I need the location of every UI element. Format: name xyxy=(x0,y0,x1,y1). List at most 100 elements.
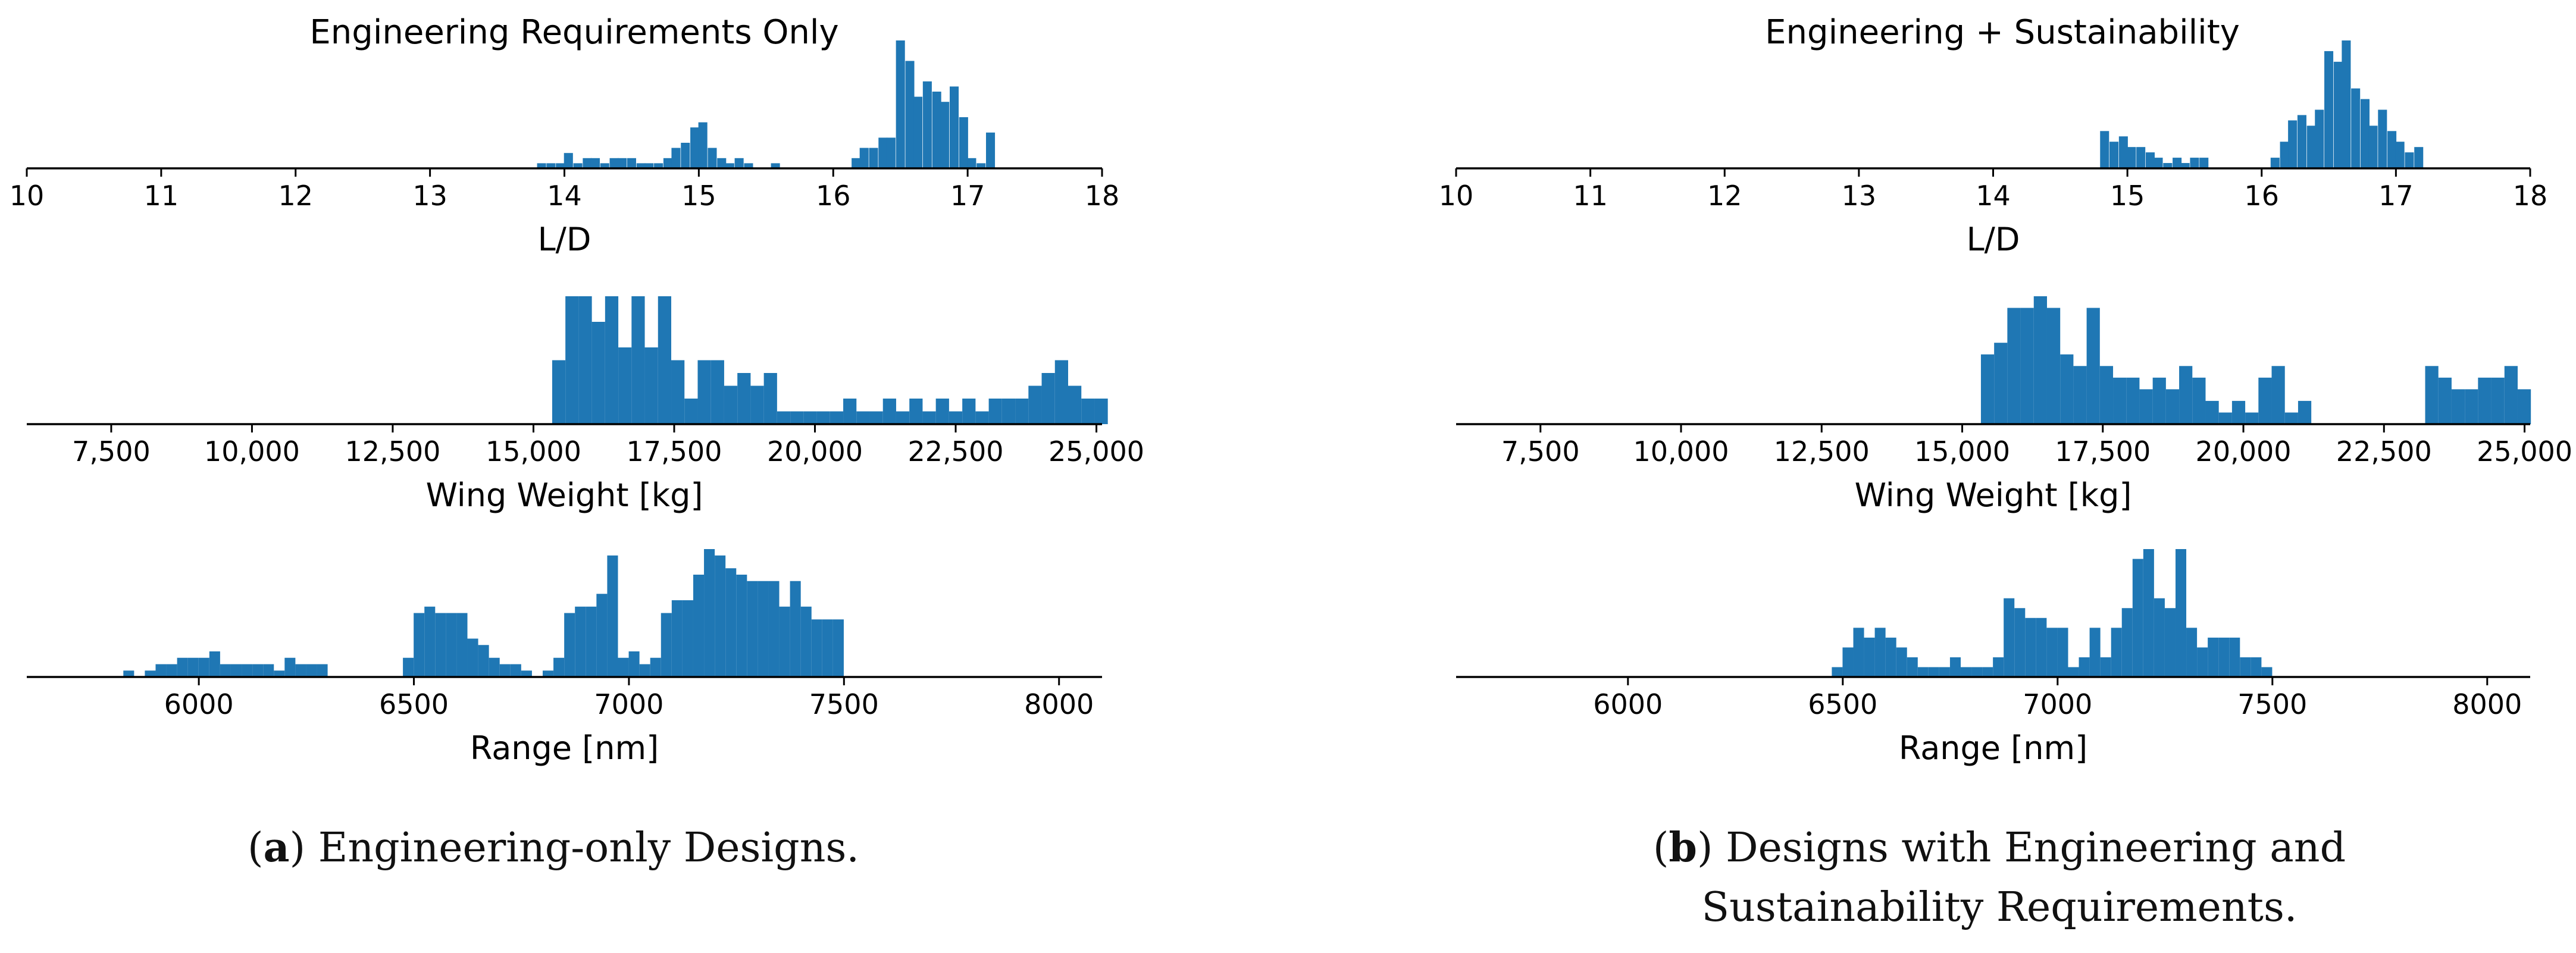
panel-b-chart-2-bar-18 xyxy=(2218,412,2232,424)
panel-a-chart-2-bar-13 xyxy=(724,385,738,424)
panel-b-chart-2-bar-27 xyxy=(2451,389,2465,424)
panel-b-chart-3-bar-28 xyxy=(2132,559,2143,677)
panel-b-chart-2-bar-23 xyxy=(2284,412,2298,424)
panel-a-chart-3-bar-20 xyxy=(424,606,436,677)
panel-b-chart-1-tick-label-3: 13 xyxy=(1842,180,1877,212)
panel-a-chart-3-bar-35 xyxy=(596,594,608,677)
panel-a-chart-1-bar-27 xyxy=(869,148,878,168)
panel-a-chart-3-bar-24 xyxy=(467,638,478,677)
panel-a-chart-3-bar-30 xyxy=(543,670,554,677)
caption-b: (b) Designs with Engineering and Sustain… xyxy=(1452,818,2547,938)
panel-b-chart-1-bar-15 xyxy=(2297,115,2306,168)
panel-b-chart-3-bar-26 xyxy=(2111,628,2122,677)
panel-a-chart-3-tick-label-0: 6000 xyxy=(164,688,234,720)
panel-a-chart-3-bar-41 xyxy=(661,613,672,677)
panel-a-chart-3-bar-50 xyxy=(758,581,769,677)
panel-b-chart-2-bar-13 xyxy=(2152,377,2166,424)
panel-a-chart-1-tick-label-7: 17 xyxy=(950,180,985,212)
panel-a-chart-3-bar-47 xyxy=(725,568,737,677)
panel-b-chart-2-bar-29 xyxy=(2478,377,2492,424)
panel-b-chart-3-bar-18 xyxy=(2025,617,2036,677)
panel-a-chart-3-bar-12 xyxy=(263,664,274,677)
panel-a-chart-3-bar-55 xyxy=(811,619,822,677)
panel-a-chart-3-bar-32 xyxy=(564,613,575,677)
panel-b-chart-1-tick-label-1: 11 xyxy=(1573,180,1608,212)
panel-b-chart-3-tick-label-4: 8000 xyxy=(2452,688,2522,720)
panel-b-chart-3-bar-35 xyxy=(2208,637,2219,677)
panel-a-chart-3-bar-7 xyxy=(209,651,220,677)
panel-a-chart-1-bar-17 xyxy=(690,127,700,168)
panel-a-chart-2-tick-label-0: 7,500 xyxy=(72,435,151,468)
panel-a-chart-1-bar-28 xyxy=(878,137,888,168)
panel-a-chart-1-bar-40 xyxy=(985,132,996,168)
panel-a-chart-2-bar-28 xyxy=(922,411,936,424)
panel-a-chart-1-xlabel: L/D xyxy=(538,221,591,258)
panel-b-chart-2-bar-10 xyxy=(2113,377,2127,424)
panel-b-chart-2-bar-1 xyxy=(1994,343,2008,424)
caption-a-letter: a xyxy=(263,824,290,872)
panel-b-chart-2-tick-label-1: 10,000 xyxy=(1633,435,1729,468)
panel-a-chart-2-bar-10 xyxy=(684,399,698,424)
panel-b-chart-1-bar-9 xyxy=(2180,163,2190,168)
panel-a-chart-3-bar-29 xyxy=(521,670,532,677)
panel-a-chart-2-bar-17 xyxy=(777,411,791,424)
panel-a-chart-2-bar-9 xyxy=(671,360,685,424)
panel-a-chart-2-bar-18 xyxy=(790,411,804,424)
panel-b-chart-3-bar-7 xyxy=(1907,657,1918,677)
panel-b-chart-2-bar-14 xyxy=(2165,389,2180,424)
panel-a-chart-2-bar-30 xyxy=(949,411,963,424)
panel-a-chart-1-bar-24 xyxy=(771,163,780,168)
panel-b-chart-3-bar-36 xyxy=(2218,637,2230,677)
panel-b-chart-2-bar-17 xyxy=(2205,400,2219,424)
panel-b-chart-3-bar-37 xyxy=(2229,637,2240,677)
panel-a-chart-3-tick-label-2: 7000 xyxy=(594,688,663,720)
panel-b-chart-1-bar-23 xyxy=(2368,126,2378,168)
panel-b-chart-3-bar-4 xyxy=(1874,628,1886,677)
panel-b-chart-3-bar-10 xyxy=(1939,667,1950,677)
panel-a-chart-2-tick-label-1: 10,000 xyxy=(204,435,300,468)
panel-b-chart-3-tick-label-2: 7000 xyxy=(2023,688,2092,720)
caption-b-letter: b xyxy=(1669,824,1697,872)
panel-b-chart-3-bar-19 xyxy=(2036,617,2047,677)
panel-a-chart-3-bar-43 xyxy=(682,600,693,677)
panel-a-chart-3-bar-25 xyxy=(478,645,489,677)
panel-b-chart-3-bar-20 xyxy=(2046,628,2058,677)
panel-a-chart-2-bar-2 xyxy=(578,296,592,424)
panel-a-chart-2-bar-22 xyxy=(843,399,857,424)
panel-a-chart-1-bar-37 xyxy=(959,117,968,168)
panel-b-chart-1-xlabel: L/D xyxy=(1967,221,2020,258)
panel-b-chart-3-bar-3 xyxy=(1864,637,1875,677)
panel-a-chart-3-bar-11 xyxy=(252,664,264,677)
panel-b-chart-2-bar-8 xyxy=(2086,308,2100,424)
panel-b-chart-2-bar-0 xyxy=(1980,354,1995,424)
panel-b-chart-2-bar-19 xyxy=(2231,400,2246,424)
panel-a-chart-2-bar-40 xyxy=(1081,399,1095,424)
panel-b-chart-3-bar-17 xyxy=(2014,608,2026,677)
panel-a-chart-2-bar-25 xyxy=(882,399,896,424)
panel-b-chart-3-bar-13 xyxy=(1971,667,1983,677)
panel-a-chart-2-tick-label-5: 20,000 xyxy=(767,435,863,468)
panel-b-chart-2-bar-11 xyxy=(2126,377,2140,424)
panel-a-chart-3-bar-21 xyxy=(435,613,446,677)
panel-a-chart-2-bar-1 xyxy=(565,296,579,424)
panel-a-chart-1-tick-label-4: 14 xyxy=(547,180,582,212)
panel-a-chart-3-bar-31 xyxy=(553,657,565,677)
panel-a-chart-2-bar-37 xyxy=(1041,373,1055,424)
panel-b-chart-2-bar-31 xyxy=(2504,366,2518,424)
panel-a-chart-2-bar-0 xyxy=(552,360,566,424)
panel-a-chart-3-bar-52 xyxy=(779,606,790,677)
panel-b-chart-3-bar-38 xyxy=(2240,657,2251,677)
caption-b-text: Designs with Engineering and xyxy=(1713,825,2346,872)
panel-a-chart-3-bar-5 xyxy=(187,657,199,677)
panel-a-chart-2-bar-8 xyxy=(658,296,672,424)
panel-a-chart-1-bar-3 xyxy=(564,153,573,168)
panel-b-chart-1-bar-25 xyxy=(2387,131,2397,168)
panel-a-chart-1-bar-29 xyxy=(886,137,896,168)
panel-b-chart-1-bar-27 xyxy=(2405,152,2414,169)
panel-b-chart-2-bar-32 xyxy=(2517,389,2531,424)
panel-b-title: Engineering + Sustainability xyxy=(1765,13,2240,52)
panel-b-chart-1-tick-label-0: 10 xyxy=(1439,180,1474,212)
panel-b-chart-3-bar-22 xyxy=(2068,667,2079,677)
caption-b-close: ) xyxy=(1697,825,1713,872)
panel-b-chart-3-bar-6 xyxy=(1896,647,1907,677)
